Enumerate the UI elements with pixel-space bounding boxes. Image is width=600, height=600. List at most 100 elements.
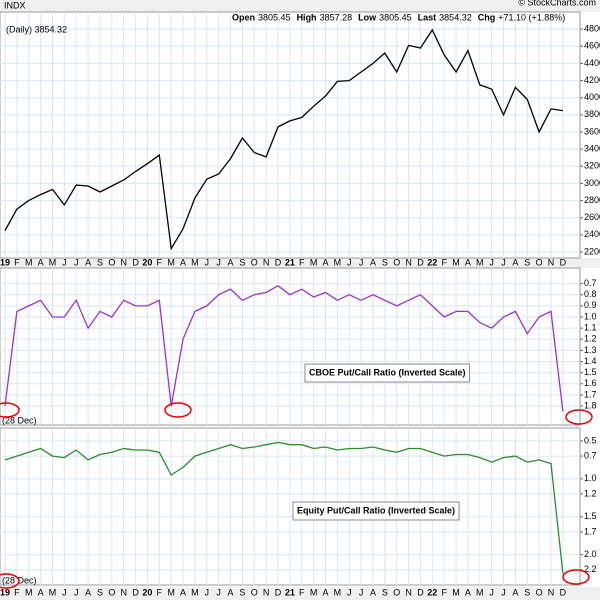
x-tick-label: S xyxy=(97,587,103,597)
x-tick-label: N xyxy=(263,587,270,597)
axis-bar xyxy=(0,258,600,268)
y-tick-label: 1.6 xyxy=(584,378,597,388)
note: (28 Dec) xyxy=(2,415,37,425)
y-tick-label: 2400 xyxy=(584,229,600,239)
y-tick-label: 1.3 xyxy=(584,345,597,355)
x-tick-label: A xyxy=(38,257,44,267)
y-tick-label: 1.7 xyxy=(584,526,597,536)
annotation-box xyxy=(292,501,460,521)
subtitle: (Daily) 3854.32 xyxy=(6,24,67,34)
x-tick-label: J xyxy=(205,257,210,267)
x-tick-label: N xyxy=(120,587,127,597)
x-tick-label: M xyxy=(310,587,318,597)
stat-value: 3805.45 xyxy=(258,12,291,22)
x-tick-label: A xyxy=(38,587,44,597)
x-tick-label: O xyxy=(108,257,115,267)
stat-value: +71.10 (+1.88%) xyxy=(498,12,565,22)
x-tick-label: J xyxy=(347,587,352,597)
x-tick-label: 21 xyxy=(285,587,295,597)
x-tick-label: M xyxy=(167,587,175,597)
y-tick-label: 4400 xyxy=(584,58,600,68)
x-tick-label: D xyxy=(560,587,567,597)
x-tick-label: M xyxy=(191,257,199,267)
x-tick-label: O xyxy=(536,257,543,267)
y-tick-label: 4600 xyxy=(584,41,600,51)
y-tick-label: 0.5 xyxy=(584,435,597,445)
x-tick-label: N xyxy=(405,587,412,597)
x-tick-label: J xyxy=(216,587,221,597)
y-tick-label: 1.7 xyxy=(584,389,597,399)
x-tick-label: M xyxy=(49,587,57,597)
x-tick-label: D xyxy=(275,257,282,267)
x-tick-label: J xyxy=(359,257,364,267)
x-tick-label: O xyxy=(251,587,258,597)
x-tick-label: A xyxy=(228,587,234,597)
x-tick-label: N xyxy=(120,257,127,267)
source: © StockCharts.com xyxy=(518,0,596,7)
x-tick-label: D xyxy=(132,257,139,267)
x-tick-label: S xyxy=(239,257,245,267)
annotation: CBOE Put/Call Ratio (Inverted Scale) xyxy=(309,367,466,377)
x-tick-label: M xyxy=(452,587,460,597)
x-tick-label: 20 xyxy=(142,257,152,267)
y-tick-label: 0.7 xyxy=(584,450,597,460)
y-tick-label: 4200 xyxy=(584,75,600,85)
y-tick-label: 1.5 xyxy=(584,367,597,377)
x-tick-label: D xyxy=(132,587,139,597)
y-tick-label: 2.2 xyxy=(584,564,597,574)
x-tick-label: J xyxy=(359,587,364,597)
y-tick-label: 0.8 xyxy=(584,289,597,299)
y-tick-label: 4800 xyxy=(584,24,600,34)
x-tick-label: J xyxy=(62,257,67,267)
y-tick-label: 3200 xyxy=(584,161,600,171)
x-tick-label: D xyxy=(417,257,424,267)
x-tick-label: 19 xyxy=(0,587,10,597)
x-tick-label: M xyxy=(25,257,33,267)
x-tick-label: A xyxy=(370,587,376,597)
x-tick-label: J xyxy=(489,587,494,597)
y-tick-label: 2200 xyxy=(584,246,600,256)
y-tick-label: 1.0 xyxy=(584,473,597,483)
y-tick-label: 0.7 xyxy=(584,278,597,288)
x-tick-label: A xyxy=(180,257,186,267)
x-tick-label: D xyxy=(275,587,282,597)
x-tick-label: M xyxy=(476,587,484,597)
x-tick-label: A xyxy=(85,257,91,267)
y-tick-label: 1.5 xyxy=(584,511,597,521)
chart-title: INDX xyxy=(4,0,26,10)
x-tick-label: O xyxy=(108,587,115,597)
x-tick-label: J xyxy=(74,587,79,597)
x-tick-label: A xyxy=(465,257,471,267)
x-tick-label: J xyxy=(501,257,506,267)
x-tick-label: M xyxy=(167,257,175,267)
y-tick-label: 1.0 xyxy=(584,311,597,321)
x-tick-label: J xyxy=(205,587,210,597)
stat-value: 3805.45 xyxy=(379,12,412,22)
x-tick-label: F xyxy=(157,587,163,597)
x-tick-label: A xyxy=(85,587,91,597)
x-tick-label: D xyxy=(560,257,567,267)
y-tick-label: 1.2 xyxy=(584,334,597,344)
x-tick-label: A xyxy=(322,587,328,597)
y-tick-label: 3400 xyxy=(584,144,600,154)
y-tick-label: 3800 xyxy=(584,109,600,119)
y-tick-label: 1.2 xyxy=(584,488,597,498)
annotation-box xyxy=(304,363,471,383)
x-tick-label: O xyxy=(536,587,543,597)
data-line xyxy=(4,28,563,251)
x-tick-label: J xyxy=(216,257,221,267)
x-tick-label: F xyxy=(14,587,20,597)
x-tick-label: N xyxy=(548,257,555,267)
annotation: Equity Put/Call Ratio (Inverted Scale) xyxy=(297,505,455,515)
x-tick-label: A xyxy=(370,257,376,267)
x-tick-label: 22 xyxy=(427,257,437,267)
x-tick-label: S xyxy=(524,587,530,597)
x-tick-label: O xyxy=(393,587,400,597)
x-tick-label: 20 xyxy=(142,587,152,597)
stat-value: 3857.28 xyxy=(320,12,353,22)
x-tick-label: S xyxy=(239,587,245,597)
x-tick-label: D xyxy=(417,587,424,597)
data-line xyxy=(4,285,564,412)
